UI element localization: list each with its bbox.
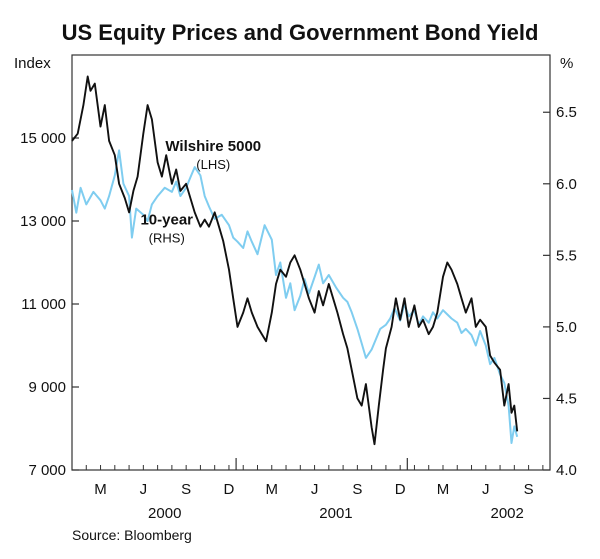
right-tick-label: 6.0 [556,176,577,193]
left-tick-label: 9 000 [28,379,66,396]
right-tick-label: 5.5 [556,247,577,264]
plot-frame [71,54,551,471]
left-tick-label: 11 000 [21,296,66,313]
source-note: Source: Bloomberg [72,527,192,543]
right-tick-label: 5.0 [556,319,577,336]
x-month-label: D [224,481,235,498]
series-layer [71,75,519,446]
chart-title: US Equity Prices and Government Bond Yie… [62,20,539,45]
right-tick-label: 6.5 [556,104,577,121]
left-tick-label: 13 000 [20,213,66,230]
right-axis-label: % [560,55,573,72]
x-month-label: S [181,481,191,498]
right-tick-label: 4.0 [556,462,577,479]
x-month-label: M [437,481,450,498]
series-label-name: Wilshire 5000 [165,138,261,155]
series-label-name: 10-year [140,211,193,228]
left-tick-label: 7 000 [28,462,66,479]
x-year-label: 2001 [319,505,352,522]
left-axis-label: Index [14,55,51,72]
x-month-label: M [266,481,279,498]
series-line-wilshire-5000 [71,149,519,444]
left-tick-label: 15 000 [20,130,66,147]
right-tick-label: 4.5 [556,390,577,407]
x-year-label: 2002 [491,505,524,522]
x-month-label: J [140,481,148,498]
x-month-label: J [482,481,490,498]
series-line-10-year [71,75,519,446]
x-month-label: D [395,481,406,498]
x-month-label: S [352,481,362,498]
series-label-axis: (RHS) [149,230,185,245]
x-month-label: S [524,481,534,498]
x-month-label: M [94,481,107,498]
labels-layer: Wilshire 5000 (LHS) 10-year (RHS) [140,138,261,245]
x-year-label: 2000 [148,505,181,522]
series-label-axis: (LHS) [196,157,230,172]
ticks-layer: 7 000 9 000 11 000 13 000 15 000 4.0 4.5 5.0 5.5… [20,104,577,522]
x-month-label: J [311,481,319,498]
